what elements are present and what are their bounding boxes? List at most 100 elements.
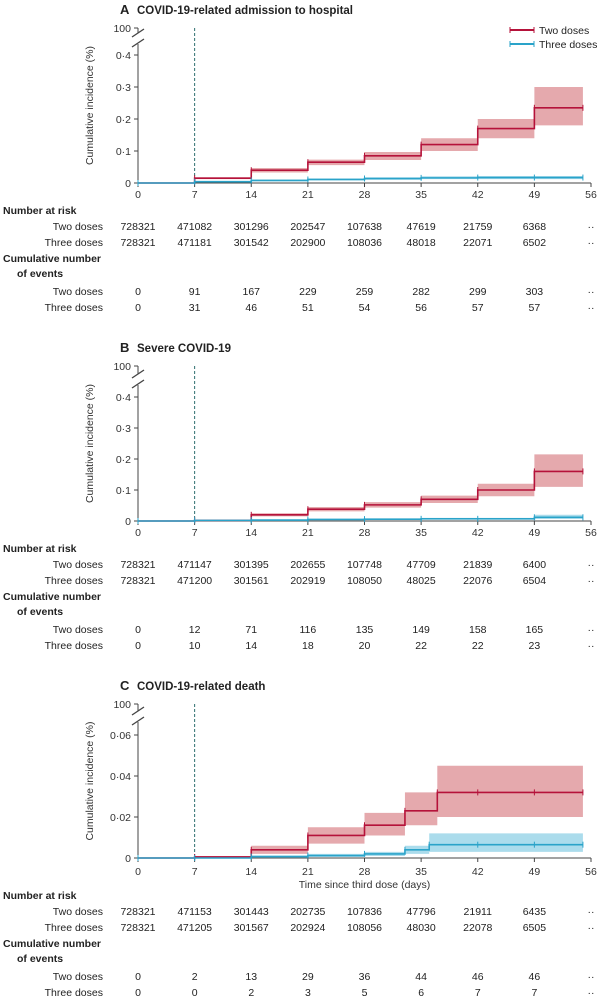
y-axis-label: Cumulative incidence (%) xyxy=(84,384,96,503)
x-axis-label: Time since third dose (days) xyxy=(299,879,431,891)
at-risk-heading: Number at risk xyxy=(3,205,77,217)
confidence-band-three-doses xyxy=(138,833,583,858)
table-cell: 471082 xyxy=(177,221,212,233)
x-tick-label: 56 xyxy=(585,527,597,539)
panel-title: Severe COVID-19 xyxy=(137,343,231,355)
table-cell: 108036 xyxy=(347,237,382,249)
table-row-label: Two doses xyxy=(53,286,103,298)
table-cell: 202919 xyxy=(290,575,325,587)
table-cell: 47619 xyxy=(407,221,436,233)
axis-break-mark xyxy=(131,716,145,726)
y-tick-label: 0·2 xyxy=(116,114,131,126)
panel-a: A COVID-19-related admission to hospital 1… xyxy=(3,2,597,314)
y-axis-label: Cumulative incidence (%) xyxy=(84,46,96,165)
x-tick-label: 14 xyxy=(245,189,257,201)
axis-break-mark xyxy=(131,38,145,48)
table-cell: ·· xyxy=(588,971,595,983)
table-cell: 22071 xyxy=(463,237,492,249)
y-tick-label: 0·1 xyxy=(116,146,131,158)
panel-letter: C xyxy=(120,678,130,693)
table-cell: 6435 xyxy=(523,906,547,918)
table-cell: 728321 xyxy=(120,559,155,571)
y-tick-label: 0·3 xyxy=(116,423,131,435)
table-cell: 29 xyxy=(302,971,314,983)
table-cell: 107836 xyxy=(347,906,382,918)
table-cell: ·· xyxy=(588,559,595,571)
table-cell: 13 xyxy=(245,971,257,983)
x-tick-label: 49 xyxy=(529,189,541,201)
table-cell: 728321 xyxy=(120,221,155,233)
table-cell: ·· xyxy=(588,302,595,314)
x-tick-label: 0 xyxy=(135,866,141,878)
table-cell: 22078 xyxy=(463,922,492,934)
table-cell: 728321 xyxy=(120,237,155,249)
table-row-label: Three doses xyxy=(45,575,103,587)
table-cell: 21839 xyxy=(463,559,492,571)
table-cell: 471205 xyxy=(177,922,212,934)
table-cell: 47709 xyxy=(407,559,436,571)
x-tick-label: 28 xyxy=(359,866,371,878)
table-cell: 301567 xyxy=(234,922,269,934)
table-cell: 299 xyxy=(469,286,487,298)
table-cell: ·· xyxy=(588,575,595,587)
table-cell: 229 xyxy=(299,286,317,298)
table-cell: 91 xyxy=(189,286,201,298)
table-cell: 22 xyxy=(472,640,484,652)
y-tick-label: 0 xyxy=(125,853,131,865)
table-cell: 31 xyxy=(189,302,201,314)
table-cell: 0 xyxy=(135,624,141,636)
legend-label: Two doses xyxy=(539,25,589,37)
table-cell: 23 xyxy=(529,640,541,652)
table-cell: 259 xyxy=(356,286,374,298)
table-row-label: Two doses xyxy=(53,906,103,918)
table-row-label: Two doses xyxy=(53,971,103,983)
events-heading: Cumulative number xyxy=(3,938,101,950)
table-cell: 135 xyxy=(356,624,374,636)
table-row-label: Three doses xyxy=(45,987,103,999)
table-cell: 6502 xyxy=(523,237,547,249)
table-cell: 21911 xyxy=(464,906,493,918)
table-cell: 0 xyxy=(135,302,141,314)
table-cell: 202924 xyxy=(290,922,325,934)
x-tick-label: 21 xyxy=(302,527,314,539)
table-cell: 165 xyxy=(526,624,544,636)
table-cell: 6 xyxy=(418,987,424,999)
table-cell: 107748 xyxy=(347,559,382,571)
panel-b: B Severe COVID-1910000·10·20·30·4Cumulati… xyxy=(3,340,597,652)
table-cell: 7 xyxy=(475,987,481,999)
panel-title: COVID-19-related death xyxy=(137,681,265,693)
table-cell: 22076 xyxy=(463,575,492,587)
table-cell: 301296 xyxy=(234,221,269,233)
y-tick-label: 0·3 xyxy=(116,82,131,94)
x-tick-label: 7 xyxy=(192,527,198,539)
table-cell: 46 xyxy=(529,971,541,983)
table-cell: 12 xyxy=(189,624,201,636)
confidence-band-two-doses xyxy=(138,87,583,183)
x-tick-label: 28 xyxy=(359,527,371,539)
x-tick-label: 56 xyxy=(585,189,597,201)
table-cell: 47796 xyxy=(407,906,436,918)
table-cell: 44 xyxy=(415,971,427,983)
table-cell: 6368 xyxy=(523,221,547,233)
y-axis-label: Cumulative incidence (%) xyxy=(84,721,96,840)
x-tick-label: 56 xyxy=(585,866,597,878)
table-cell: 116 xyxy=(300,624,317,636)
x-tick-label: 21 xyxy=(302,866,314,878)
table-cell: 0 xyxy=(192,987,198,999)
table-cell: ·· xyxy=(588,906,595,918)
axis-break-mark xyxy=(131,379,145,389)
table-cell: 48030 xyxy=(407,922,436,934)
table-row-label: Two doses xyxy=(53,221,103,233)
table-cell: ·· xyxy=(588,221,595,233)
y-tick-label: 100 xyxy=(113,699,131,711)
table-cell: 301542 xyxy=(234,237,269,249)
table-row-label: Three doses xyxy=(45,640,103,652)
table-row-label: Three doses xyxy=(45,922,103,934)
x-tick-label: 14 xyxy=(245,866,257,878)
x-tick-label: 42 xyxy=(472,189,484,201)
confidence-band-two-doses xyxy=(138,765,583,858)
events-heading: Cumulative number xyxy=(3,253,101,265)
x-tick-label: 49 xyxy=(529,527,541,539)
axis-break-mark xyxy=(131,28,145,38)
